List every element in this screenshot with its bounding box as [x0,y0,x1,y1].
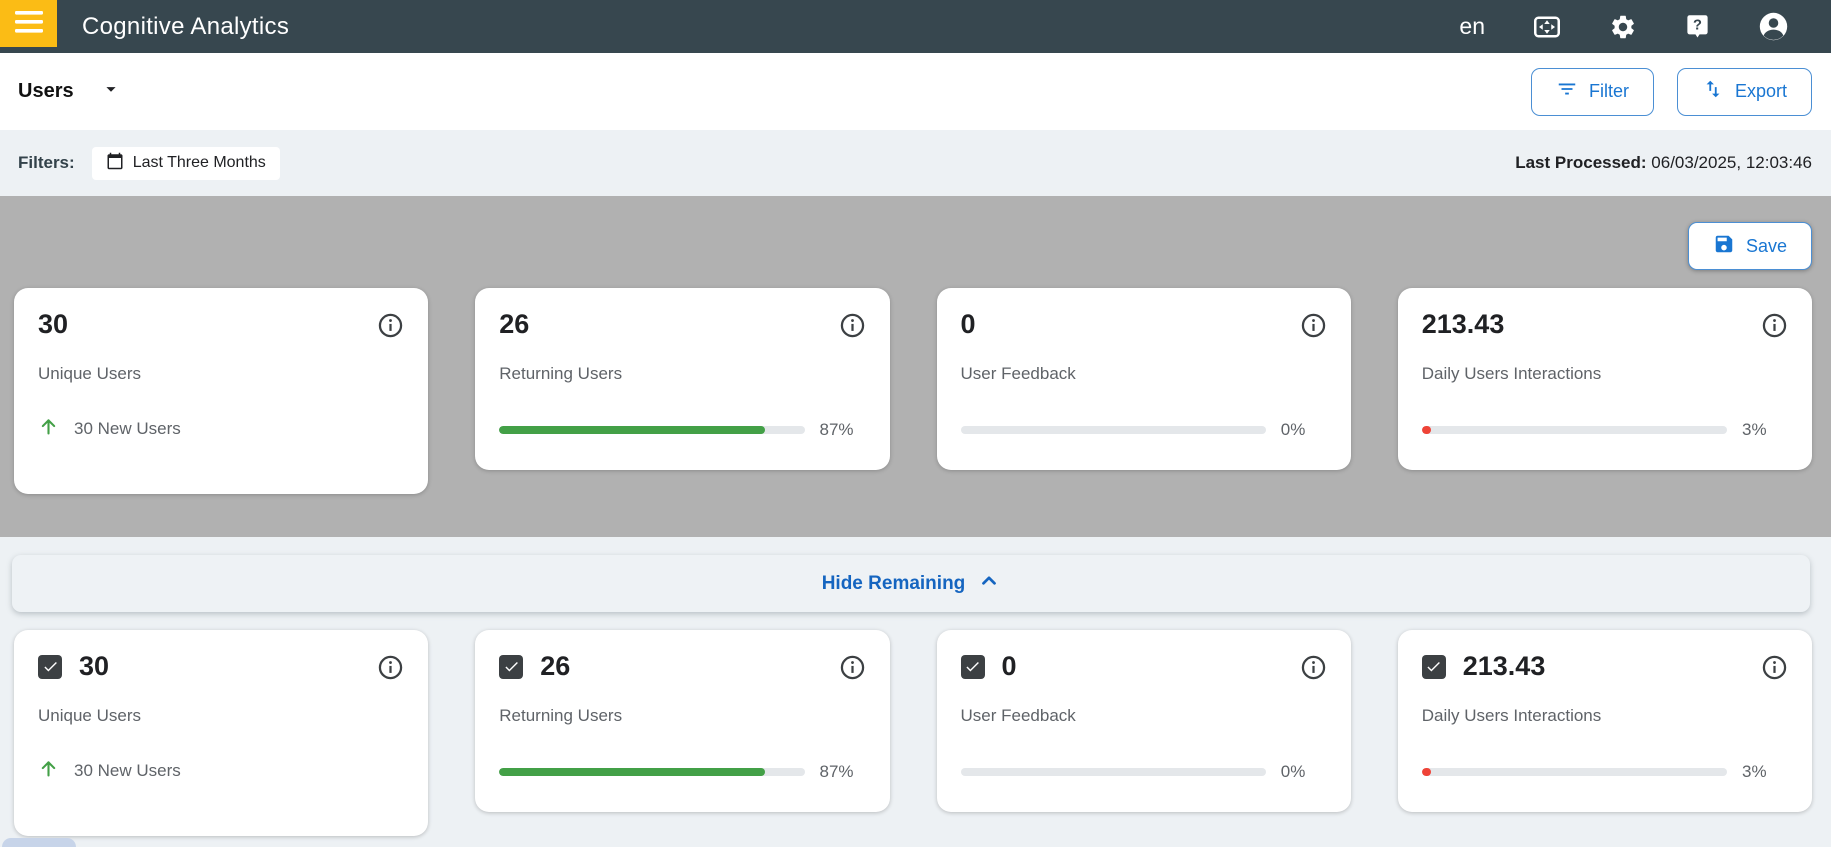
progress-percent: 87% [819,762,854,781]
selectable-cards-row: 30 Unique Users 30 New Users [0,630,1831,836]
kpi-value: 26 [499,309,530,339]
save-button-label: Save [1745,235,1787,256]
filter-button-label: Filter [1588,81,1629,101]
trend-text: 30 New Users [74,761,181,780]
app-title: Cognitive Analytics [82,13,290,40]
trend-up-icon [38,416,59,442]
progress-bar [960,768,1266,776]
trend-up-icon [38,758,59,784]
progress-bar [1421,768,1727,776]
last-processed-label: Last Processed: [1515,153,1647,172]
progress-bar [1421,426,1727,434]
kpi-card-user-feedback: 0 User Feedback 0% [936,288,1351,470]
selectable-card-user-feedback: 0 User Feedback 0% [936,630,1351,812]
progress-percent: 3% [1742,762,1767,781]
calendar-icon [106,152,124,175]
progress-bar [499,426,805,434]
info-icon[interactable] [839,312,866,339]
last-processed-value: 06/03/2025, 12:03:46 [1651,153,1812,172]
kpi-label: User Feedback [960,705,1076,725]
info-icon[interactable] [839,654,866,681]
progress-bar [960,426,1266,434]
kpi-label: User Feedback [960,363,1076,383]
export-button-label: Export [1734,81,1787,101]
toolbar: Users Filter Export [0,53,1831,130]
kpi-label: Unique Users [38,705,141,725]
settings-gear-icon[interactable] [1609,13,1637,41]
toolbar-actions: Filter Export [1530,67,1812,116]
filters-label: Filters: [18,153,75,172]
kpi-card-daily-interactions: 213.43 Daily Users Interactions 3% [1397,288,1812,470]
hide-remaining-label: Hide Remaining [821,572,966,594]
date-range-chip[interactable]: Last Three Months [91,146,280,180]
app-header: Cognitive Analytics en ? [0,0,1831,53]
kpi-value: 213.43 [1462,651,1546,681]
view-selector-value: Users [18,80,74,102]
help-icon[interactable]: ? [1684,13,1711,40]
info-icon[interactable] [1300,312,1327,339]
metric-checkbox-checked[interactable] [499,654,524,679]
hide-remaining-toggle[interactable]: Hide Remaining [12,555,1810,612]
progress-percent: 3% [1742,420,1767,439]
kpi-label: Daily Users Interactions [1421,705,1602,725]
save-icon [1713,233,1735,260]
header-actions: en ? [1459,0,1831,53]
language-selector[interactable]: en [1459,13,1485,39]
filters-bar: Filters: Last Three Months Last Processe… [0,130,1831,196]
info-icon[interactable] [1300,654,1327,681]
export-button[interactable]: Export [1676,67,1812,116]
kpi-card-unique-users: 30 Unique Users 30 New Users [14,288,429,494]
metric-checkbox-checked[interactable] [1421,654,1446,679]
account-icon[interactable] [1758,11,1789,42]
fullscreen-icon[interactable] [1532,12,1562,42]
metric-checkbox-checked[interactable] [38,654,62,679]
hamburger-icon [14,11,43,36]
kpi-value: 26 [540,651,571,681]
svg-text:?: ? [1693,17,1702,33]
kpi-label: Daily Users Interactions [1421,363,1602,383]
info-icon[interactable] [377,654,404,681]
kpi-card-returning-users: 26 Returning Users 87% [475,288,890,470]
view-selector-dropdown[interactable]: Users [18,78,122,105]
partially-visible-element [2,838,76,847]
kpi-value: 30 [79,651,110,681]
progress-percent: 0% [1280,420,1306,439]
kpi-label: Unique Users [38,363,141,383]
metric-checkbox-checked[interactable] [960,654,985,679]
date-range-chip-label: Last Three Months [132,154,266,171]
chevron-down-icon [100,78,122,105]
selectable-card-returning-users: 26 Returning Users 87% [475,630,890,812]
kpi-label: Returning Users [499,363,623,383]
kpi-cards-row: 30 Unique Users 30 New Users 26 Ret [0,288,1831,494]
trend-text: 30 New Users [74,419,181,438]
metric-selection-section: Hide Remaining 30 Unique Users [0,537,1831,836]
selectable-card-daily-interactions: 213.43 Daily Users Interactions 3% [1397,630,1812,812]
import-export-icon [1702,78,1724,105]
kpi-value: 0 [1001,651,1017,681]
chevron-up-icon [978,570,1000,597]
progress-bar [499,768,805,776]
hamburger-menu-button[interactable] [0,0,57,47]
kpi-label: Returning Users [499,705,623,725]
kpi-summary-section: Save 30 Unique Users 30 New Users 26 [0,196,1831,537]
info-icon[interactable] [1761,654,1788,681]
filter-icon [1556,78,1578,105]
filter-button[interactable]: Filter [1530,67,1654,116]
progress-percent: 87% [819,420,854,439]
info-icon[interactable] [1761,312,1788,339]
info-icon[interactable] [377,312,404,339]
kpi-value: 30 [38,309,69,339]
kpi-value: 0 [960,309,976,339]
last-processed: Last Processed: 06/03/2025, 12:03:46 [1515,153,1812,173]
save-button[interactable]: Save [1687,222,1812,270]
selectable-card-unique-users: 30 Unique Users 30 New Users [14,630,429,836]
kpi-value: 213.43 [1421,309,1505,339]
progress-percent: 0% [1280,762,1306,781]
